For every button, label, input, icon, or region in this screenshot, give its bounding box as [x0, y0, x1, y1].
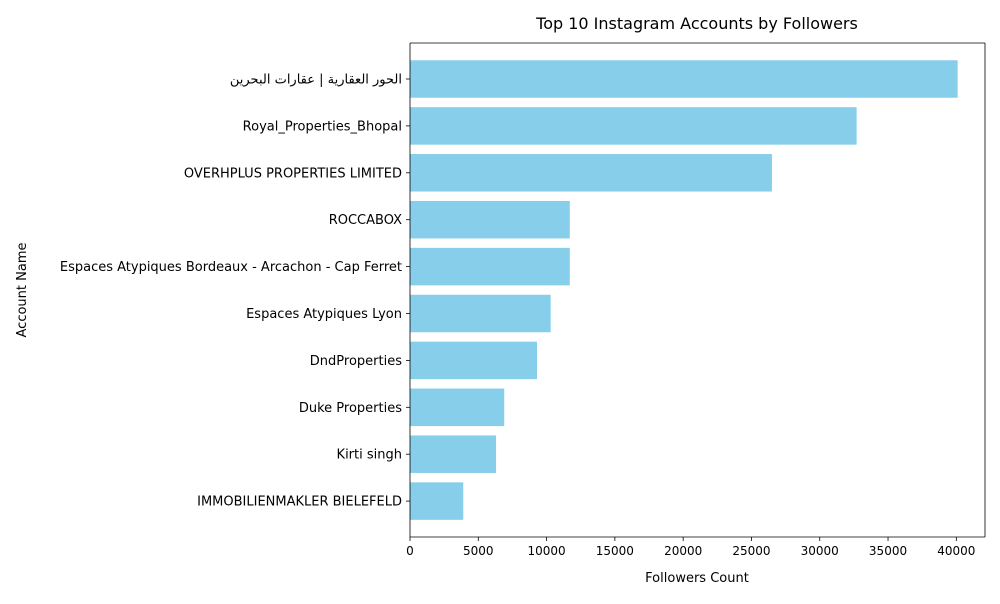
y-tick-label: OVERHPLUS PROPERTIES LIMITED	[184, 166, 402, 181]
y-tick-label: Royal_Properties_Bhopal	[243, 119, 402, 134]
y-tick-label: Espaces Atypiques Bordeaux - Arcachon - …	[60, 260, 402, 275]
x-tick-label: 20000	[664, 544, 702, 558]
y-axis-label: Account Name	[15, 243, 30, 338]
x-tick-label: 10000	[527, 544, 565, 558]
bar	[410, 341, 538, 380]
y-tick-label: Espaces Atypiques Lyon	[246, 307, 402, 322]
y-axis-ticks: الحور العقارية | عقارات البحرين Royal_Pro…	[60, 73, 410, 510]
x-tick-label: 5000	[463, 544, 494, 558]
bar	[410, 107, 857, 145]
bar	[410, 482, 464, 520]
bar	[410, 388, 505, 427]
bar	[410, 247, 570, 286]
y-tick-label: الحور العقارية | عقارات البحرين	[230, 73, 402, 88]
y-tick-label: Kirti singh	[337, 448, 402, 463]
y-tick-label: IMMOBILIENMAKLER BIELEFELD	[197, 495, 402, 510]
bar	[410, 200, 570, 239]
bar	[410, 435, 497, 473]
chart-title: Top 10 Instagram Accounts by Followers	[535, 14, 858, 33]
x-tick-label: 30000	[801, 544, 839, 558]
x-axis-label: Followers Count	[645, 571, 749, 586]
y-tick-label: Duke Properties	[299, 401, 402, 416]
x-axis-ticks: 0 5000 10000 15000 20000 25000 30000 35000 40000	[406, 537, 975, 558]
bar	[410, 60, 958, 98]
x-tick-label: 40000	[937, 544, 975, 558]
axis-spines	[409, 42, 986, 538]
x-tick-label: 25000	[732, 544, 770, 558]
x-tick-label: 15000	[596, 544, 634, 558]
y-tick-label: DndProperties	[310, 354, 402, 369]
x-tick-label: 35000	[869, 544, 907, 558]
y-tick-label: ROCCABOX	[329, 213, 402, 228]
bars-group	[410, 60, 958, 520]
x-tick-label: 0	[406, 544, 414, 558]
bar	[410, 294, 551, 333]
bar	[410, 154, 772, 192]
